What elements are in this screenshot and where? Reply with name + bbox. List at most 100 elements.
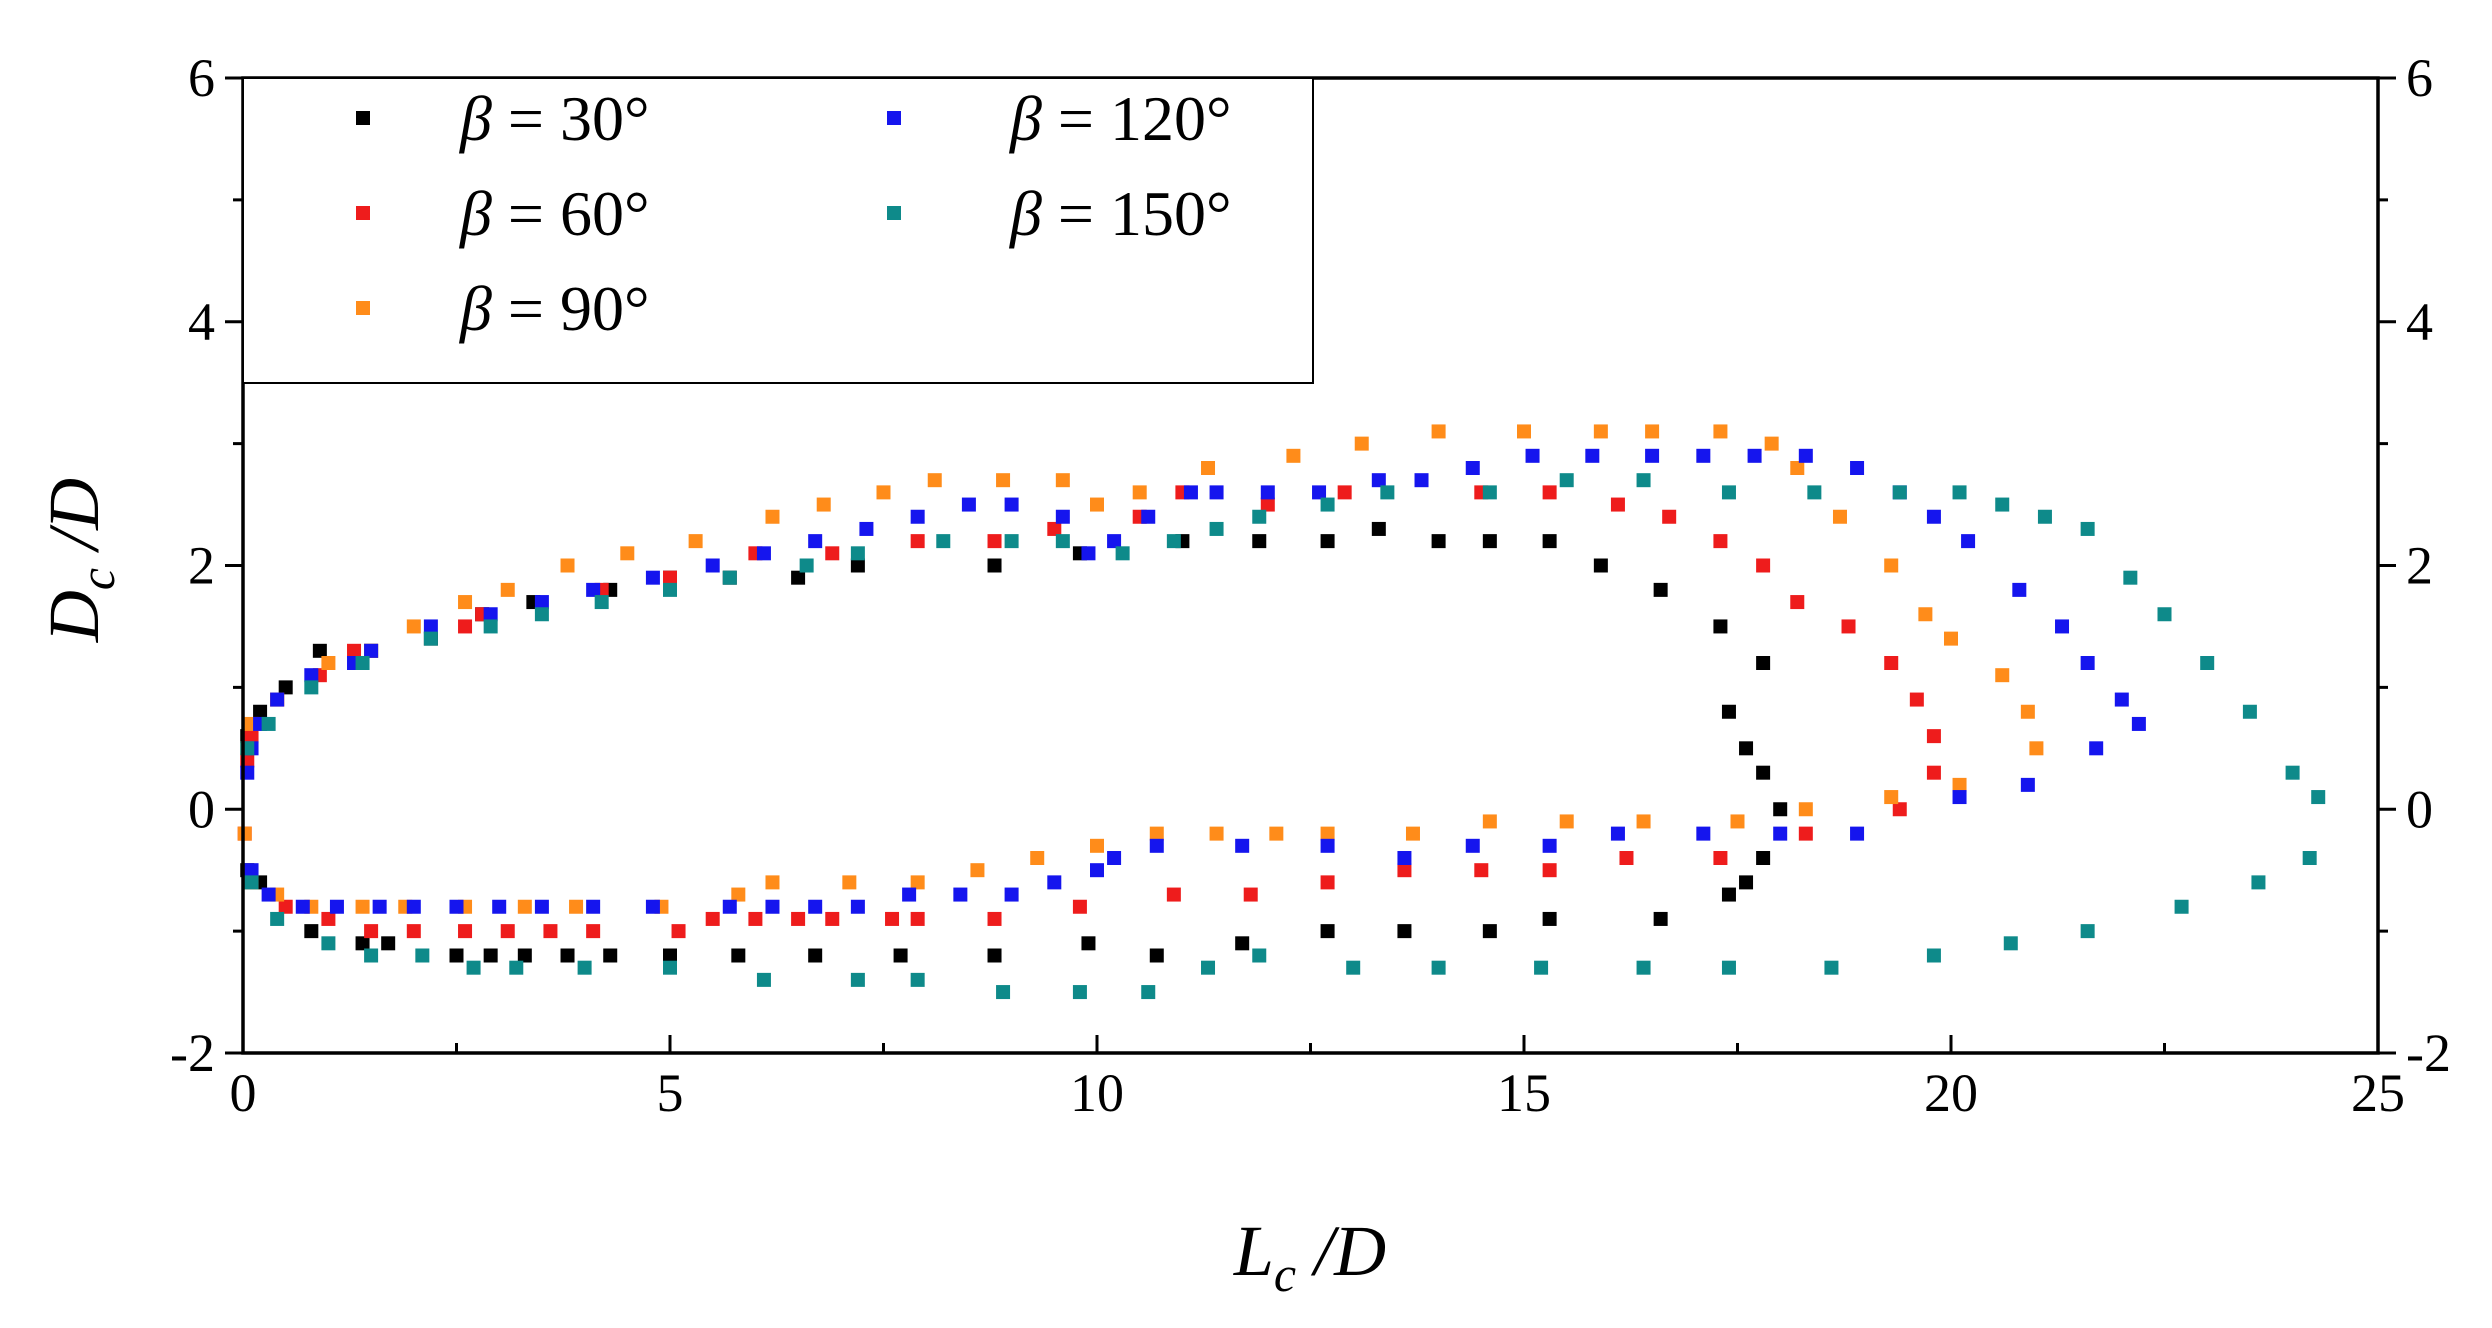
data-point-120 [645,899,660,914]
y-tick-label-right: 6 [2406,48,2433,108]
data-point-120 [1696,826,1711,841]
data-point-150 [355,656,370,670]
data-point-150 [1721,960,1736,975]
data-point-150 [1482,485,1497,500]
data-point-30 [987,948,1002,963]
data-point-90 [321,656,336,670]
data-point-150 [1115,546,1130,561]
data-point-120 [586,899,601,914]
data-point-150 [910,972,925,987]
data-point-150 [577,960,592,975]
data-point-60 [791,911,806,926]
data-point-30 [1371,521,1386,536]
data-point-60 [458,924,473,939]
data-point-90 [1201,461,1216,475]
data-point-150 [722,570,737,585]
data-point-150 [663,960,677,975]
x-axis-title-main: L [1233,1211,1274,1291]
data-point-150 [1824,960,1839,975]
data-point-60 [586,924,601,939]
data-point-30 [1653,911,1668,926]
data-point-90 [355,899,370,914]
data-point-120 [1585,448,1600,463]
data-point-60 [1892,802,1907,817]
data-point-60 [1047,521,1062,536]
data-point-30 [987,558,1002,573]
data-point-150 [1004,534,1019,549]
data-point-90 [731,887,746,902]
data-point-30 [560,948,575,963]
data-point-120 [1773,826,1788,841]
data-point-120 [2114,692,2129,707]
data-point-90 [970,863,985,878]
y-tick-label-left: 2 [188,536,215,596]
data-point-120 [1645,448,1660,463]
data-point-150 [2157,607,2172,622]
data-point-60 [1798,826,1813,841]
data-point-60 [500,924,515,939]
data-point-30 [808,948,823,963]
x-tick-label: 10 [1070,1063,1124,1123]
data-point-150 [2037,509,2052,524]
data-point-90 [910,875,925,890]
data-point-120 [492,899,507,914]
data-point-90 [765,875,780,890]
data-point-120 [850,899,865,914]
data-point-60 [406,924,421,939]
data-point-60 [705,911,720,926]
data-point-120 [808,534,823,549]
data-point-150 [1926,948,1941,963]
legend-marker-30 [356,111,370,125]
data-point-120 [1141,509,1156,524]
data-point-150 [415,948,430,963]
data-point-30 [1397,924,1412,939]
data-point-90 [569,899,584,914]
data-point-150 [1252,509,1267,524]
y-tick-label-right: 0 [2406,779,2433,839]
data-point-150 [2123,570,2138,585]
data-point-30 [850,558,865,573]
data-point-90 [1952,777,1967,792]
data-point-120 [1525,448,1540,463]
data-point-150 [2251,875,2266,890]
data-point-120 [1312,485,1327,500]
data-point-150 [364,948,379,963]
data-point-150 [1807,485,1822,500]
data-point-60 [244,729,259,744]
legend-marker-60 [356,206,370,220]
data-point-90 [927,473,942,488]
x-tick-label: 15 [1497,1063,1551,1123]
data-point-120 [910,509,925,524]
data-point-150 [1721,485,1736,500]
legend-marker-150 [887,206,901,220]
data-point-30 [1773,802,1788,817]
data-point-30 [1320,924,1335,939]
data-point-90 [1354,436,1369,451]
data-point-120 [1465,461,1480,475]
data-point-90 [1320,826,1335,841]
data-point-90 [500,582,515,597]
data-point-60 [1619,851,1634,865]
data-point-150 [850,972,865,987]
data-point-150 [1431,960,1446,975]
data-point-30 [1713,619,1728,634]
data-point-30 [1149,948,1164,963]
data-point-60 [1713,851,1728,865]
data-point-60 [910,911,925,926]
data-point-90 [1055,473,1070,488]
data-point-90 [517,899,532,914]
data-point-90 [688,534,703,549]
data-point-90 [1790,461,1805,475]
data-point-120 [1004,887,1019,902]
data-point-90 [1593,424,1608,439]
data-point-60 [1841,619,1856,634]
data-point-90 [1884,558,1899,573]
data-point-60 [987,911,1002,926]
data-point-60 [347,643,362,658]
data-point-120 [1081,546,1096,561]
data-point-150 [1636,473,1651,488]
data-point-120 [270,692,285,707]
data-point-60 [364,924,379,939]
data-point-60 [1260,497,1275,512]
data-point-120 [372,899,387,914]
